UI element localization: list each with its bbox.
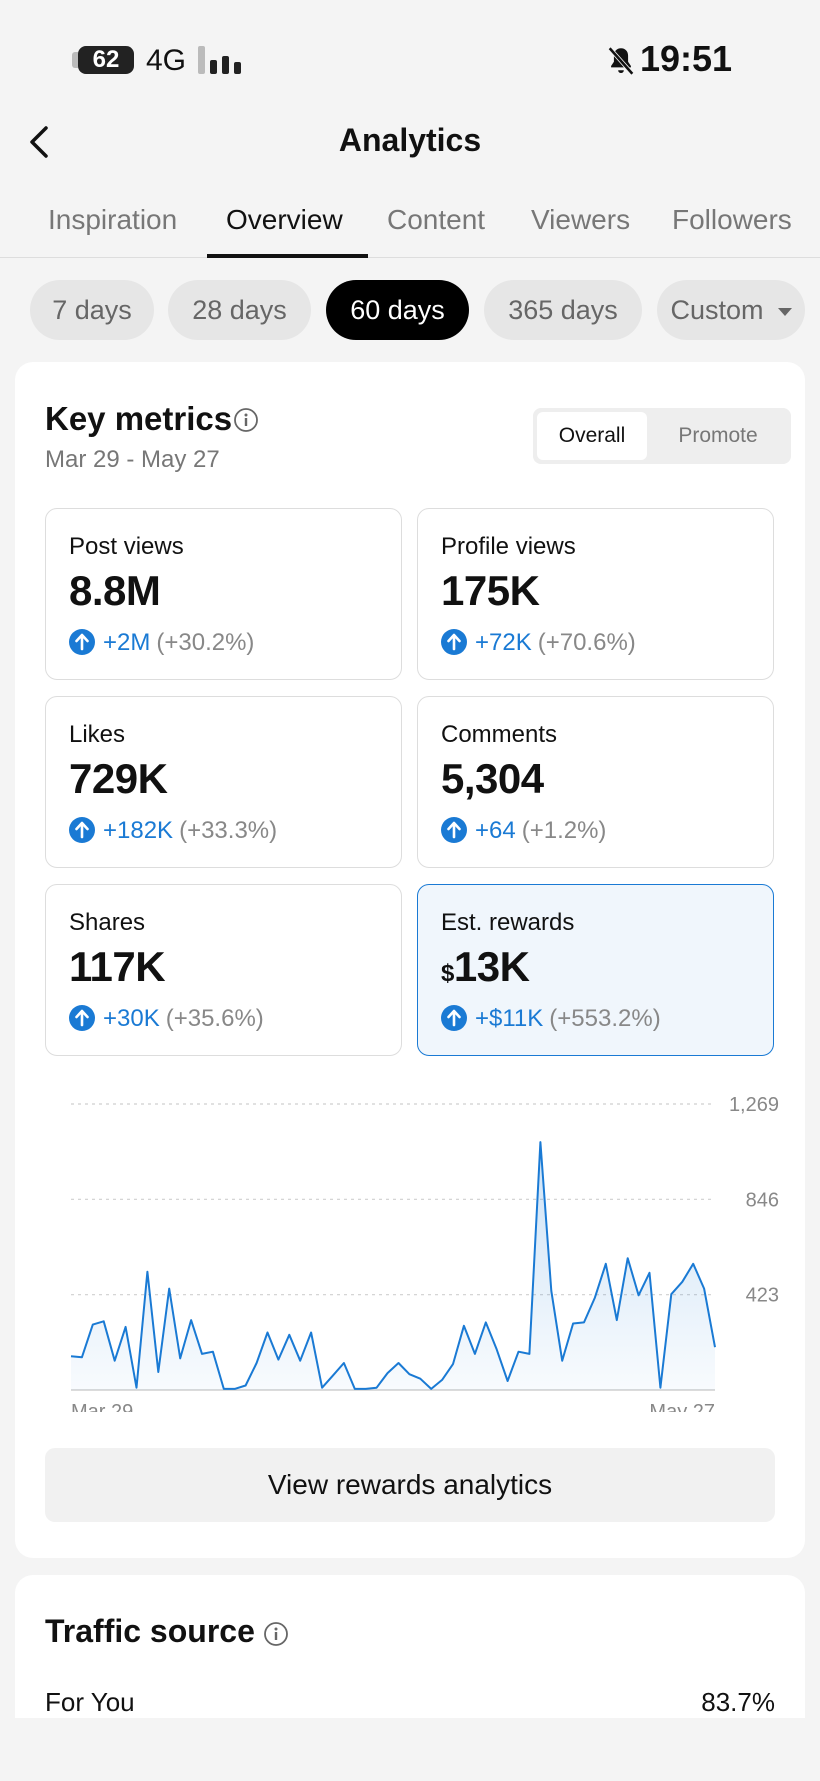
metric-delta: +2M [103,629,151,656]
metric-delta-percent: (+30.2%) [156,629,255,656]
metric-change: +$11K (+553.2%) [441,1005,661,1033]
metric-value: $13K [441,943,530,991]
metric-number: 13K [453,943,530,990]
metric-label: Est. rewards [441,909,575,936]
arrow-up-icon [69,817,95,843]
tab-viewers[interactable]: Viewers [531,204,631,235]
x-tick-label: May 27 [649,1401,715,1412]
metric-delta-percent: (+1.2%) [521,817,607,844]
back-arrow-icon[interactable] [26,122,56,162]
arrow-up-icon [69,1005,95,1031]
metric-change: +72K (+70.6%) [441,629,636,657]
metric-label: Post views [69,533,184,560]
chip-custom[interactable]: Custom [657,280,805,340]
active-tab-indicator [207,254,368,258]
metric-change: +2M (+30.2%) [69,629,254,657]
arrow-up-icon [441,629,467,655]
chip-label: 365 days [508,295,618,325]
info-icon[interactable] [263,1621,289,1647]
metric-delta-percent: (+553.2%) [549,1005,661,1032]
view-rewards-analytics-button[interactable]: View rewards analytics [45,1448,775,1522]
battery-indicator: 62 [72,46,134,74]
metric-change: +64 (+1.2%) [441,817,606,845]
metric-delta: +30K [103,1005,160,1032]
y-tick-label: 423 [746,1285,779,1307]
overall-promote-toggle: Overall Promote [533,408,791,464]
arrow-up-icon [441,817,467,843]
chip-7-days[interactable]: 7 days [30,280,154,340]
tab-bar: Inspiration Overview Content Viewers Fol… [0,200,820,258]
metric-tile-comments[interactable]: Comments 5,304 +64 (+1.2%) [417,696,774,868]
info-icon[interactable] [233,407,259,433]
metric-tile-profile-views[interactable]: Profile views 175K +72K (+70.6%) [417,508,774,680]
metric-value: 117K [69,943,166,991]
key-metrics-card: Key metrics Mar 29 - May 27 Overall Prom… [15,362,805,1558]
traffic-source-label: For You [45,1687,135,1717]
clock: 19:51 [640,38,733,79]
section-title: Traffic source [45,1613,255,1649]
arrow-up-icon [441,1005,467,1031]
bottom-area [0,1718,820,1781]
metric-tile-shares[interactable]: Shares 117K +30K (+35.6%) [45,884,402,1056]
metric-label: Likes [69,721,126,748]
metric-tile-est-rewards[interactable]: Est. rewards $13K +$11K (+553.2%) [417,884,774,1056]
tab-followers[interactable]: Followers [672,204,792,235]
metric-delta: +$11K [475,1005,544,1032]
metric-label: Comments [441,721,558,748]
metric-value: 5,304 [441,755,544,803]
page-title: Analytics [338,122,482,158]
arrow-up-icon [69,629,95,655]
toggle-promote[interactable]: Promote [678,424,758,447]
metric-value: 729K [69,755,168,803]
metric-value: 8.8M [69,567,161,615]
signal-icon [198,46,242,74]
metric-number: 729K [69,755,168,802]
date-range: Mar 29 - May 27 [45,446,220,473]
network-type: 4G [146,44,187,77]
metric-change: +182K (+33.3%) [69,817,277,845]
toggle-overall[interactable]: Overall [537,412,647,460]
chip-365-days[interactable]: 365 days [484,280,642,340]
tab-content[interactable]: Content [387,204,486,235]
metric-number: 117K [69,943,166,990]
chip-label: Custom [670,295,764,325]
metric-delta-percent: (+35.6%) [165,1005,264,1032]
status-bar: 62 4G 19:51 [0,0,820,120]
chip-label: 28 days [192,295,287,325]
chip-60-days[interactable]: 60 days [326,280,469,340]
tab-overview[interactable]: Overview [226,204,343,235]
metric-number: 5,304 [441,755,544,802]
caret-down-icon [777,307,792,316]
metric-number: 8.8M [69,567,161,614]
chip-label: 60 days [350,295,445,325]
metric-tile-likes[interactable]: Likes 729K +182K (+33.3%) [45,696,402,868]
metric-label: Profile views [441,533,576,560]
section-title: Key metrics [45,400,233,437]
metric-delta: +72K [475,629,532,656]
metric-delta-percent: (+33.3%) [179,817,278,844]
metric-chart[interactable]: 423 846 1,269 Mar 29 May 27 [45,1082,795,1412]
tab-inspiration[interactable]: Inspiration [48,204,178,235]
metric-change: +30K (+35.6%) [69,1005,264,1033]
series-area [71,1142,715,1390]
metric-value: 175K [441,567,540,615]
currency-symbol: $ [441,960,454,987]
y-tick-label: 846 [746,1189,779,1211]
traffic-source-value: 83.7% [701,1687,775,1717]
chip-label: 7 days [52,295,132,325]
bell-muted-icon [608,46,634,76]
series-line [70,1141,716,1390]
metric-delta: +182K [103,817,174,844]
metric-delta: +64 [475,817,516,844]
x-tick-label: Mar 29 [71,1401,133,1412]
chip-28-days[interactable]: 28 days [168,280,311,340]
metric-tile-post-views[interactable]: Post views 8.8M +2M (+30.2%) [45,508,402,680]
metric-label: Shares [69,909,146,936]
y-tick-label: 1,269 [729,1094,779,1116]
metric-delta-percent: (+70.6%) [537,629,636,656]
metric-number: 175K [441,567,540,614]
